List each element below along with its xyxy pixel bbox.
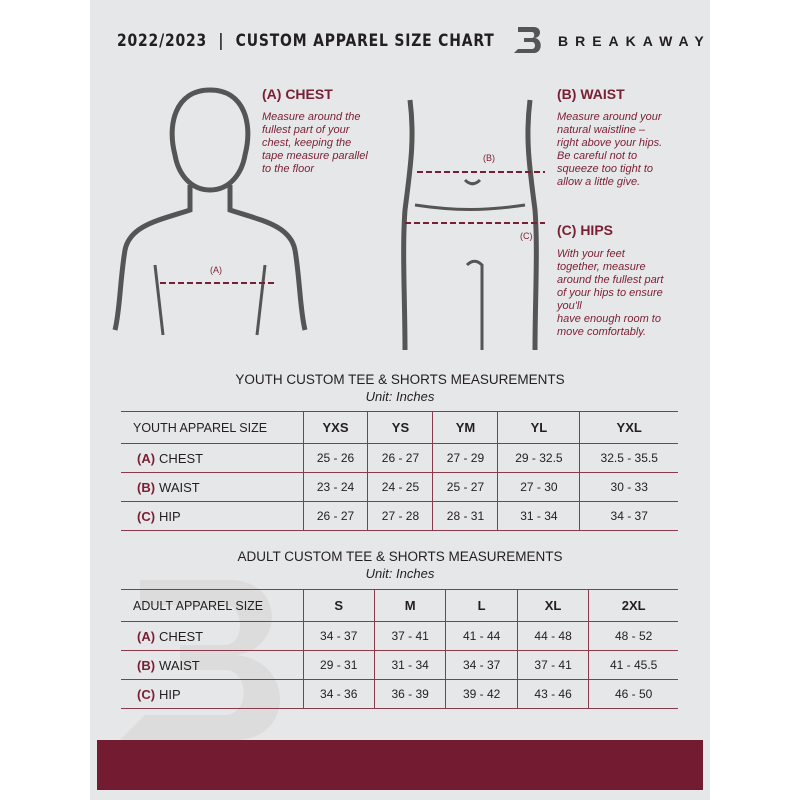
measurement-value: 27 - 30 (497, 472, 580, 502)
table-header-row: YOUTH APPAREL SIZE YXS YS YM YL YXL (121, 411, 678, 444)
measurement-name: WAIST (159, 657, 200, 673)
measurement-label: (C) HIP (121, 501, 303, 531)
table-row: (B) WAIST 23 - 24 24 - 25 25 - 27 27 - 30 30 -… (121, 472, 678, 502)
chest-instructions: Measure around the fullest part of your ch… (262, 111, 368, 175)
measurement-value: 37 - 41 (373, 621, 446, 651)
breakaway-logo-icon (514, 27, 541, 53)
table-row: (C) HIP 34 - 36 36 - 39 39 - 42 43 - 46 46 - 5… (121, 679, 678, 709)
measurement-value: 29 - 31 (302, 650, 375, 680)
size-column-header: YXL (579, 411, 678, 444)
chest-heading: (A) CHEST (262, 86, 333, 102)
measurement-letter: (A) (137, 628, 156, 644)
size-header: ADULT APPAREL SIZE (121, 589, 303, 622)
page-title: 2022/2023 | CUSTOM APPAREL SIZE CHART (117, 31, 495, 51)
measurement-letter: (C) (137, 508, 156, 524)
measurement-value: 37 - 41 (516, 650, 589, 680)
waist-marker: (B) (483, 153, 495, 163)
size-column-header: YM (432, 411, 498, 444)
footer-band (97, 740, 703, 790)
measurement-value: 34 - 37 (579, 501, 678, 531)
size-column-header: 2XL (588, 589, 678, 622)
youth-table-title: YOUTH CUSTOM TEE & SHORTS MEASUREMENTS (235, 372, 565, 387)
measurement-label: (A) CHEST (121, 443, 303, 473)
measurement-value: 46 - 50 (588, 679, 678, 709)
table-row: (A) CHEST 25 - 26 26 - 27 27 - 29 29 - 32.5 32… (121, 443, 678, 473)
measurement-value: 30 - 33 (579, 472, 678, 502)
measurement-value: 28 - 31 (432, 501, 498, 531)
measurement-letter: (C) (137, 686, 156, 702)
chest-marker: (A) (210, 265, 222, 275)
measurement-name: HIP (159, 508, 181, 524)
measurement-value: 44 - 48 (516, 621, 589, 651)
measurement-letter: (B) (137, 479, 156, 495)
measurement-value: 26 - 27 (367, 443, 433, 473)
measurement-value: 34 - 37 (302, 621, 375, 651)
hips-instructions: With your feet together, measure around th… (557, 248, 664, 338)
measurement-value: 41 - 45.5 (588, 650, 678, 680)
table-row: (C) HIP 26 - 27 27 - 28 28 - 31 31 - 34 34 - 3… (121, 501, 678, 531)
size-column-header: M (373, 589, 446, 622)
lower-body-figure (401, 99, 545, 351)
measurement-value: 41 - 44 (445, 621, 518, 651)
measurement-value: 29 - 32.5 (497, 443, 580, 473)
measurement-value: 26 - 27 (302, 501, 368, 531)
measurement-label: (B) WAIST (121, 650, 303, 680)
size-column-header: XL (516, 589, 589, 622)
measurement-value: 27 - 29 (432, 443, 498, 473)
table-row: (A) CHEST 34 - 37 37 - 41 41 - 44 44 - 48 48 -… (121, 621, 678, 651)
measurement-label: (B) WAIST (121, 472, 303, 502)
size-column-header: S (302, 589, 375, 622)
size-column-header: YL (497, 411, 580, 444)
waist-instructions: Measure around your natural waistline – ri… (557, 111, 663, 188)
measurement-value: 32.5 - 35.5 (579, 443, 678, 473)
measurement-name: CHEST (159, 450, 204, 466)
measurement-value: 25 - 26 (302, 443, 368, 473)
measurement-value: 34 - 37 (445, 650, 518, 680)
measurement-value: 36 - 39 (373, 679, 446, 709)
table-header-row: ADULT APPAREL SIZE S M L XL 2XL (121, 589, 678, 622)
adult-size-table: ADULT APPAREL SIZE S M L XL 2XL (A) CHEST 34 - 3… (121, 589, 678, 709)
measurement-name: CHEST (159, 628, 204, 644)
measurement-value: 34 - 36 (302, 679, 375, 709)
measurement-value: 31 - 34 (373, 650, 446, 680)
hips-marker: (C) (520, 231, 533, 241)
size-column-header: YS (367, 411, 433, 444)
measurement-value: 23 - 24 (302, 472, 368, 502)
measurement-value: 24 - 25 (367, 472, 433, 502)
upper-body-figure (112, 87, 308, 336)
brand-name: BREAKAWAY (558, 33, 711, 49)
measurement-letter: (A) (137, 450, 156, 466)
waist-heading: (B) WAIST (557, 86, 625, 102)
size-column-header: L (445, 589, 518, 622)
measurement-name: HIP (159, 686, 181, 702)
measurement-value: 39 - 42 (445, 679, 518, 709)
measurement-value: 25 - 27 (432, 472, 498, 502)
adult-table-title: ADULT CUSTOM TEE & SHORTS MEASUREMENTS (237, 549, 563, 564)
measurement-value: 48 - 52 (588, 621, 678, 651)
measurement-letter: (B) (137, 657, 156, 673)
measurement-label: (A) CHEST (121, 621, 303, 651)
youth-unit: Unit: Inches (365, 389, 435, 404)
measurement-value: 27 - 28 (367, 501, 433, 531)
measurement-name: WAIST (159, 479, 200, 495)
hips-heading: (C) HIPS (557, 222, 613, 238)
measurement-value: 31 - 34 (497, 501, 580, 531)
size-column-header: YXS (302, 411, 368, 444)
measurement-label: (C) HIP (121, 679, 303, 709)
table-row: (B) WAIST 29 - 31 31 - 34 34 - 37 37 - 41 41 -… (121, 650, 678, 680)
measurement-value: 43 - 46 (516, 679, 589, 709)
size-header: YOUTH APPAREL SIZE (121, 411, 303, 444)
youth-size-table: YOUTH APPAREL SIZE YXS YS YM YL YXL (A) CHEST 25… (121, 411, 678, 531)
adult-unit: Unit: Inches (365, 566, 435, 581)
